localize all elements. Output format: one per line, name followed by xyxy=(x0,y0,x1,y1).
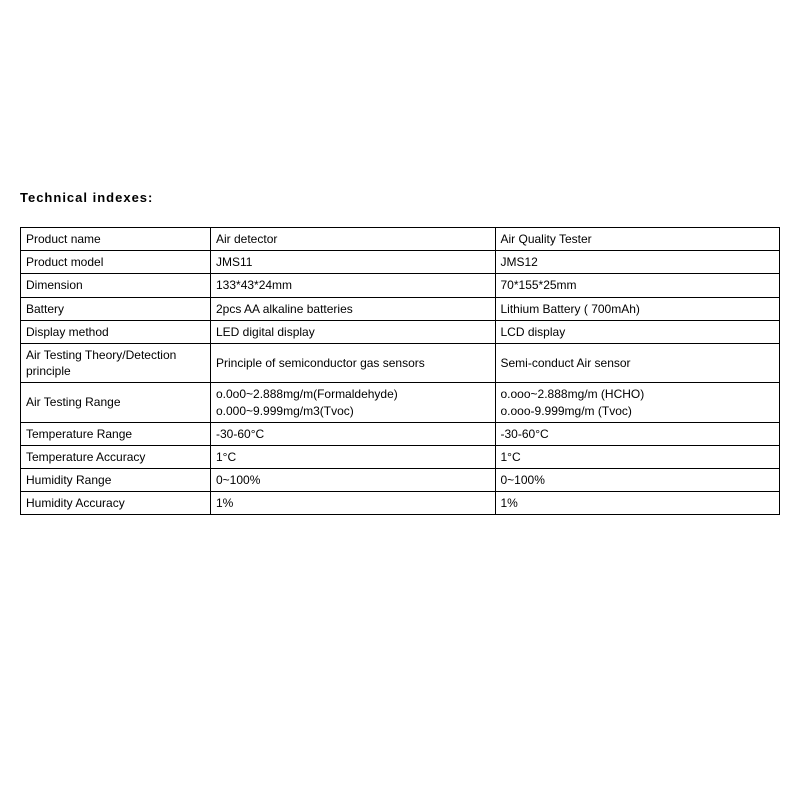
table-row: Product name Air detector Air Quality Te… xyxy=(21,228,780,251)
row-value-b: Semi-conduct Air sensor xyxy=(495,343,780,382)
row-value-b: LCD display xyxy=(495,320,780,343)
row-value-b: 0~100% xyxy=(495,469,780,492)
table-row: Display method LED digital display LCD d… xyxy=(21,320,780,343)
spec-table-body: Product name Air detector Air Quality Te… xyxy=(21,228,780,515)
row-value-a: o.0o0~2.888mg/m(Formaldehyde) o.000~9.99… xyxy=(211,383,496,422)
row-label: Dimension xyxy=(21,274,211,297)
row-label: Air Testing Range xyxy=(21,383,211,422)
row-value-a: JMS11 xyxy=(211,251,496,274)
table-row: Dimension 133*43*24mm 70*155*25mm xyxy=(21,274,780,297)
row-label: Product model xyxy=(21,251,211,274)
table-row: Humidity Range 0~100% 0~100% xyxy=(21,469,780,492)
row-value-a: 133*43*24mm xyxy=(211,274,496,297)
table-row: Air Testing Range o.0o0~2.888mg/m(Formal… xyxy=(21,383,780,422)
table-row: Product model JMS11 JMS12 xyxy=(21,251,780,274)
row-value-b: Lithium Battery ( 700mAh) xyxy=(495,297,780,320)
row-value-a: Air detector xyxy=(211,228,496,251)
row-value-a: 2pcs AA alkaline batteries xyxy=(211,297,496,320)
row-value-b: Air Quality Tester xyxy=(495,228,780,251)
row-label: Product name xyxy=(21,228,211,251)
table-row: Air Testing Theory/Detection principle P… xyxy=(21,343,780,382)
table-row: Humidity Accuracy 1% 1% xyxy=(21,492,780,515)
page-root: Technical indexes: Product name Air dete… xyxy=(0,0,800,515)
row-label: Air Testing Theory/Detection principle xyxy=(21,343,211,382)
page-title: Technical indexes: xyxy=(20,190,780,205)
row-value-a: 1% xyxy=(211,492,496,515)
row-value-b: -30-60°C xyxy=(495,422,780,445)
row-value-b: 1°C xyxy=(495,445,780,468)
row-label: Display method xyxy=(21,320,211,343)
row-value-a: LED digital display xyxy=(211,320,496,343)
spec-table: Product name Air detector Air Quality Te… xyxy=(20,227,780,515)
row-label: Temperature Accuracy xyxy=(21,445,211,468)
table-row: Battery 2pcs AA alkaline batteries Lithi… xyxy=(21,297,780,320)
table-row: Temperature Accuracy 1°C 1°C xyxy=(21,445,780,468)
row-label: Temperature Range xyxy=(21,422,211,445)
row-value-b: o.ooo~2.888mg/m (HCHO) o.ooo-9.999mg/m (… xyxy=(495,383,780,422)
row-value-b: 70*155*25mm xyxy=(495,274,780,297)
table-row: Temperature Range -30-60°C -30-60°C xyxy=(21,422,780,445)
row-label: Humidity Accuracy xyxy=(21,492,211,515)
row-value-a: Principle of semiconductor gas sensors xyxy=(211,343,496,382)
row-value-a: -30-60°C xyxy=(211,422,496,445)
row-value-b: 1% xyxy=(495,492,780,515)
row-label: Battery xyxy=(21,297,211,320)
row-value-a: 0~100% xyxy=(211,469,496,492)
row-value-b: JMS12 xyxy=(495,251,780,274)
row-value-a: 1°C xyxy=(211,445,496,468)
row-label: Humidity Range xyxy=(21,469,211,492)
